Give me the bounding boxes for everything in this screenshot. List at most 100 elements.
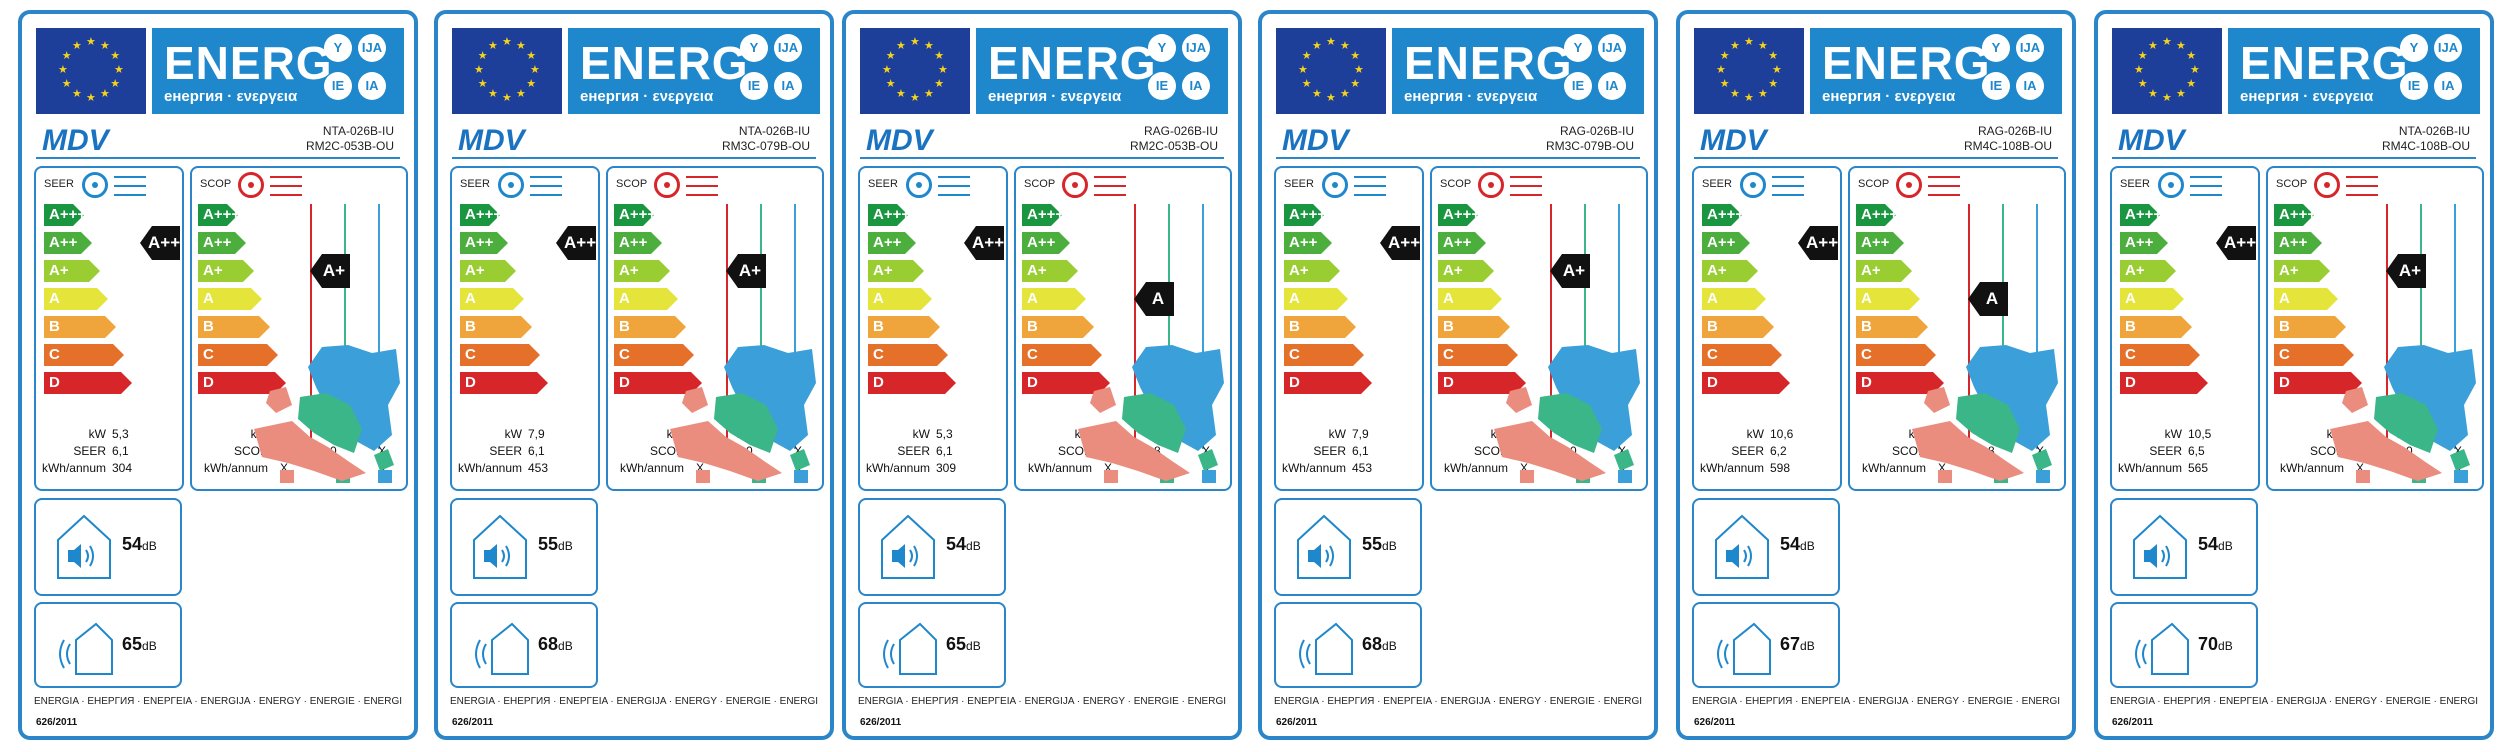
efficiency-class-bar: A++ — [460, 232, 508, 254]
cooling-waves-icon — [530, 176, 562, 196]
climate-zone-swatch — [2454, 470, 2468, 483]
db-unit: dB — [558, 539, 573, 553]
zone-value: X — [1104, 461, 1113, 475]
energy-subtitle: енергия · ενεργεια — [2240, 88, 2374, 105]
seer-caption: SEER — [868, 178, 898, 190]
star-icon: ★ — [58, 64, 68, 76]
scop-class-arrow: A+ — [1550, 254, 1590, 288]
star-icon: ★ — [934, 50, 945, 62]
efficiency-class-bar: B — [1856, 316, 1928, 338]
efficiency-class-bar: C — [868, 344, 948, 366]
db-unit: dB — [1382, 539, 1397, 553]
scop-caption: SCOP — [1024, 178, 1056, 190]
efficiency-class-bar: D — [1284, 372, 1372, 394]
model-names: NTA-026B-IU RM2C-053B-OU — [306, 124, 394, 154]
efficiency-class-bar: A+++ — [1702, 204, 1742, 226]
climate-zone-line — [2002, 204, 2004, 449]
star-icon: ★ — [477, 78, 488, 90]
language-suffix-badge: IE — [1982, 72, 2010, 100]
cooling-fan-icon — [906, 172, 932, 198]
efficiency-class-bar: A+ — [614, 260, 670, 282]
row-label: kWh/annum — [865, 461, 930, 475]
seer-class-arrow: A++ — [556, 226, 596, 260]
eu-flag: ★ ★ ★ ★ ★ ★ ★ ★ ★ ★ ★ ★ — [1276, 28, 1386, 114]
star-icon: ★ — [1301, 78, 1312, 90]
indoor-model: RAG-026B-IU — [1977, 124, 2052, 138]
value-row: kW 5,3 — [44, 426, 142, 443]
efficiency-class-bar: A+ — [2274, 260, 2330, 282]
scop-class-arrow: A — [1968, 282, 2008, 316]
star-icon: ★ — [72, 39, 82, 52]
efficiency-class-bar: B — [198, 316, 270, 338]
row-label: kWh/annum — [1861, 461, 1926, 475]
model-names: NTA-026B-IU RM4C-108B-OU — [2382, 124, 2470, 154]
scop-panel: SCOPA+++A++A+ABCDAkWSCOPkWh/annumXXX9,03… — [1848, 166, 2066, 491]
star-icon: ★ — [1758, 88, 1768, 101]
zone-value: X — [2454, 444, 2463, 458]
efficiency-class-bar: A+++ — [1022, 204, 1062, 226]
efficiency-class-bar: A+ — [2120, 260, 2176, 282]
efficiency-class-bar: A++ — [1702, 232, 1750, 254]
climate-zone-line — [726, 204, 728, 449]
header-divider — [2112, 157, 2476, 159]
star-icon: ★ — [1340, 88, 1350, 101]
cooling-fan-icon — [82, 172, 108, 198]
star-icon: ★ — [1298, 64, 1308, 76]
seer-caption: SEER — [2120, 178, 2150, 190]
star-icon: ★ — [2162, 92, 2172, 104]
zone-value: X — [1938, 461, 1947, 475]
energy-banner: ENERG енергия · ενεργεια Y IJA IE IA — [2228, 28, 2480, 114]
climate-zone-line — [1202, 204, 1204, 449]
star-icon: ★ — [934, 78, 945, 90]
row-label: kWh/annum — [1699, 461, 1764, 475]
language-suffix-badge: IA — [2434, 72, 2462, 100]
db-value: 68 — [1362, 634, 1383, 654]
climate-zone-line — [1618, 204, 1620, 449]
db-unit: dB — [1800, 539, 1815, 553]
db-unit: dB — [2218, 639, 2233, 653]
scop-panel: SCOPA+++A++A+ABCDA+kWSCOPkWh/annumXXX9,2… — [2266, 166, 2484, 491]
star-icon: ★ — [1730, 39, 1740, 52]
indoor-unit-sound-icon — [473, 514, 527, 579]
efficiency-class-bar: B — [460, 316, 532, 338]
language-suffix-badge: Y — [324, 34, 352, 62]
seer-values: kW 5,3 SEER 6,1 kWh/annum 304 — [41, 426, 142, 477]
climate-zone-line — [1550, 204, 1552, 449]
efficiency-class-bar: A — [1284, 288, 1348, 310]
climate-zone-swatch — [1202, 470, 1216, 483]
heating-fan-icon — [1062, 172, 1088, 198]
indoor-sound-panel: 55dB — [1274, 498, 1422, 596]
outdoor-sound-level: 68dB — [538, 634, 573, 655]
outdoor-model: RM3C-079B-OU — [721, 139, 810, 153]
language-suffix-badge: IJA — [1182, 34, 1210, 62]
row-value: 5,3 — [936, 427, 953, 441]
row-label: kWh/annum — [41, 461, 106, 475]
energy-label: ★ ★ ★ ★ ★ ★ ★ ★ ★ ★ ★ ★ ENERG енергия · ενεργεια Y IJA I… — [18, 10, 418, 740]
star-icon: ★ — [2186, 50, 2197, 62]
language-suffix-badge: IA — [774, 72, 802, 100]
seer-values: kW 7,9 SEER 6,1 kWh/annum 453 — [458, 426, 558, 477]
row-value: 6,2 — [1770, 444, 1787, 458]
star-icon: ★ — [924, 39, 934, 52]
climate-zone-line — [2386, 204, 2388, 449]
row-label: kWh/annum — [619, 461, 684, 475]
star-icon: ★ — [2186, 78, 2197, 90]
europe-climate-map — [1912, 345, 2058, 481]
star-icon: ★ — [1312, 39, 1322, 52]
star-icon: ★ — [896, 88, 906, 101]
cooling-waves-icon — [114, 176, 146, 196]
indoor-sound-panel: 54dB — [1692, 498, 1840, 596]
heating-waves-icon — [270, 176, 302, 196]
seer-class-arrow: A++ — [140, 226, 180, 260]
star-icon: ★ — [1301, 50, 1312, 62]
row-value: 6,1 — [1352, 444, 1369, 458]
row-label: kWh/annum — [203, 461, 268, 475]
heating-fan-icon — [1478, 172, 1504, 198]
model-names: NTA-026B-IU RM3C-079B-OU — [722, 124, 810, 154]
efficiency-class-bar: B — [868, 316, 940, 338]
row-label: kW — [1746, 427, 1764, 441]
climate-zone-line — [1584, 204, 1586, 449]
brand-logo: MDV — [1282, 124, 1349, 157]
db-unit: dB — [966, 539, 981, 553]
seer-panel: SEER A+++ A++ A+ A B C D A++ kW 10,5 SEER 6,5 kWh/ann… — [2110, 166, 2260, 491]
